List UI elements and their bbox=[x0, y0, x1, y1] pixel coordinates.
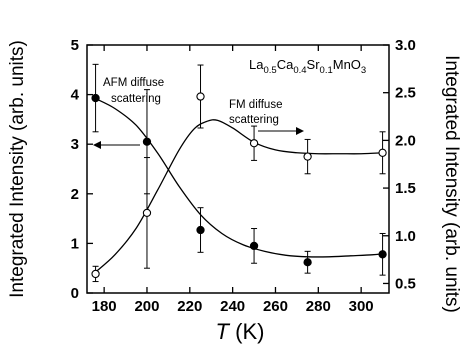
x-tick-label: 280 bbox=[306, 298, 331, 315]
right-y-tick-label: 1.0 bbox=[395, 228, 416, 245]
x-tick-label: 240 bbox=[220, 298, 245, 315]
right-y-axis-ticks: 0.5 1.0 1.5 2.0 2.5 3.0 bbox=[383, 37, 416, 292]
plot-frame bbox=[86, 44, 390, 294]
fm-data-point bbox=[142, 208, 152, 218]
fm-annotation-line1: FM diffuse bbox=[229, 99, 282, 111]
fm-annotation-line2: scattering bbox=[229, 114, 279, 126]
chart-formula: La0.5Ca0.4Sr0.1MnO3 bbox=[249, 57, 366, 76]
right-y-axis-label: Integrated Intensity (arb. units) bbox=[441, 55, 462, 313]
afm-data-point bbox=[142, 137, 152, 146]
x-axis-ticks: 180 200 220 240 260 280 300 bbox=[92, 45, 374, 315]
fm-data-point bbox=[249, 139, 259, 148]
x-tick-label: 260 bbox=[263, 298, 288, 315]
left-y-tick-label: 5 bbox=[71, 37, 79, 54]
fm-data-point bbox=[91, 269, 100, 279]
left-y-tick-label: 1 bbox=[71, 235, 79, 252]
left-y-tick-label: 2 bbox=[71, 186, 79, 203]
x-tick-label: 220 bbox=[177, 298, 202, 315]
x-tick-label: 300 bbox=[349, 298, 374, 315]
right-y-tick-label: 2.5 bbox=[395, 85, 416, 102]
right-y-tick-label: 2.0 bbox=[395, 132, 416, 149]
afm-data-point bbox=[91, 93, 100, 103]
afm-annotation-line1: AFM diffuse bbox=[103, 77, 164, 89]
left-y-tick-label: 0 bbox=[71, 285, 79, 302]
right-y-tick-label: 1.5 bbox=[395, 180, 416, 197]
fm-data-point bbox=[303, 152, 312, 161]
left-y-axis-ticks: 0 1 2 3 4 5 bbox=[71, 37, 93, 302]
x-axis-label: T (K) bbox=[216, 319, 265, 344]
afm-annotation-line2: scattering bbox=[111, 93, 161, 105]
left-y-tick-label: 3 bbox=[71, 136, 79, 153]
right-fit-curve bbox=[95, 119, 383, 273]
data-markers bbox=[91, 92, 387, 279]
left-fit-curve bbox=[95, 97, 383, 258]
fm-data-point bbox=[196, 92, 205, 101]
right-y-tick-label: 0.5 bbox=[395, 275, 416, 292]
afm-data-point bbox=[196, 225, 205, 235]
left-y-axis-label: Integrated Intensity (arb. units) bbox=[7, 40, 28, 298]
afm-data-point bbox=[303, 258, 312, 267]
x-tick-label: 180 bbox=[92, 298, 117, 315]
fm-data-point bbox=[378, 148, 387, 157]
x-tick-label: 200 bbox=[134, 298, 159, 315]
left-y-tick-label: 4 bbox=[71, 87, 80, 104]
right-y-tick-label: 3.0 bbox=[395, 37, 416, 54]
afm-data-point bbox=[378, 250, 387, 259]
afm-data-point bbox=[249, 241, 259, 251]
